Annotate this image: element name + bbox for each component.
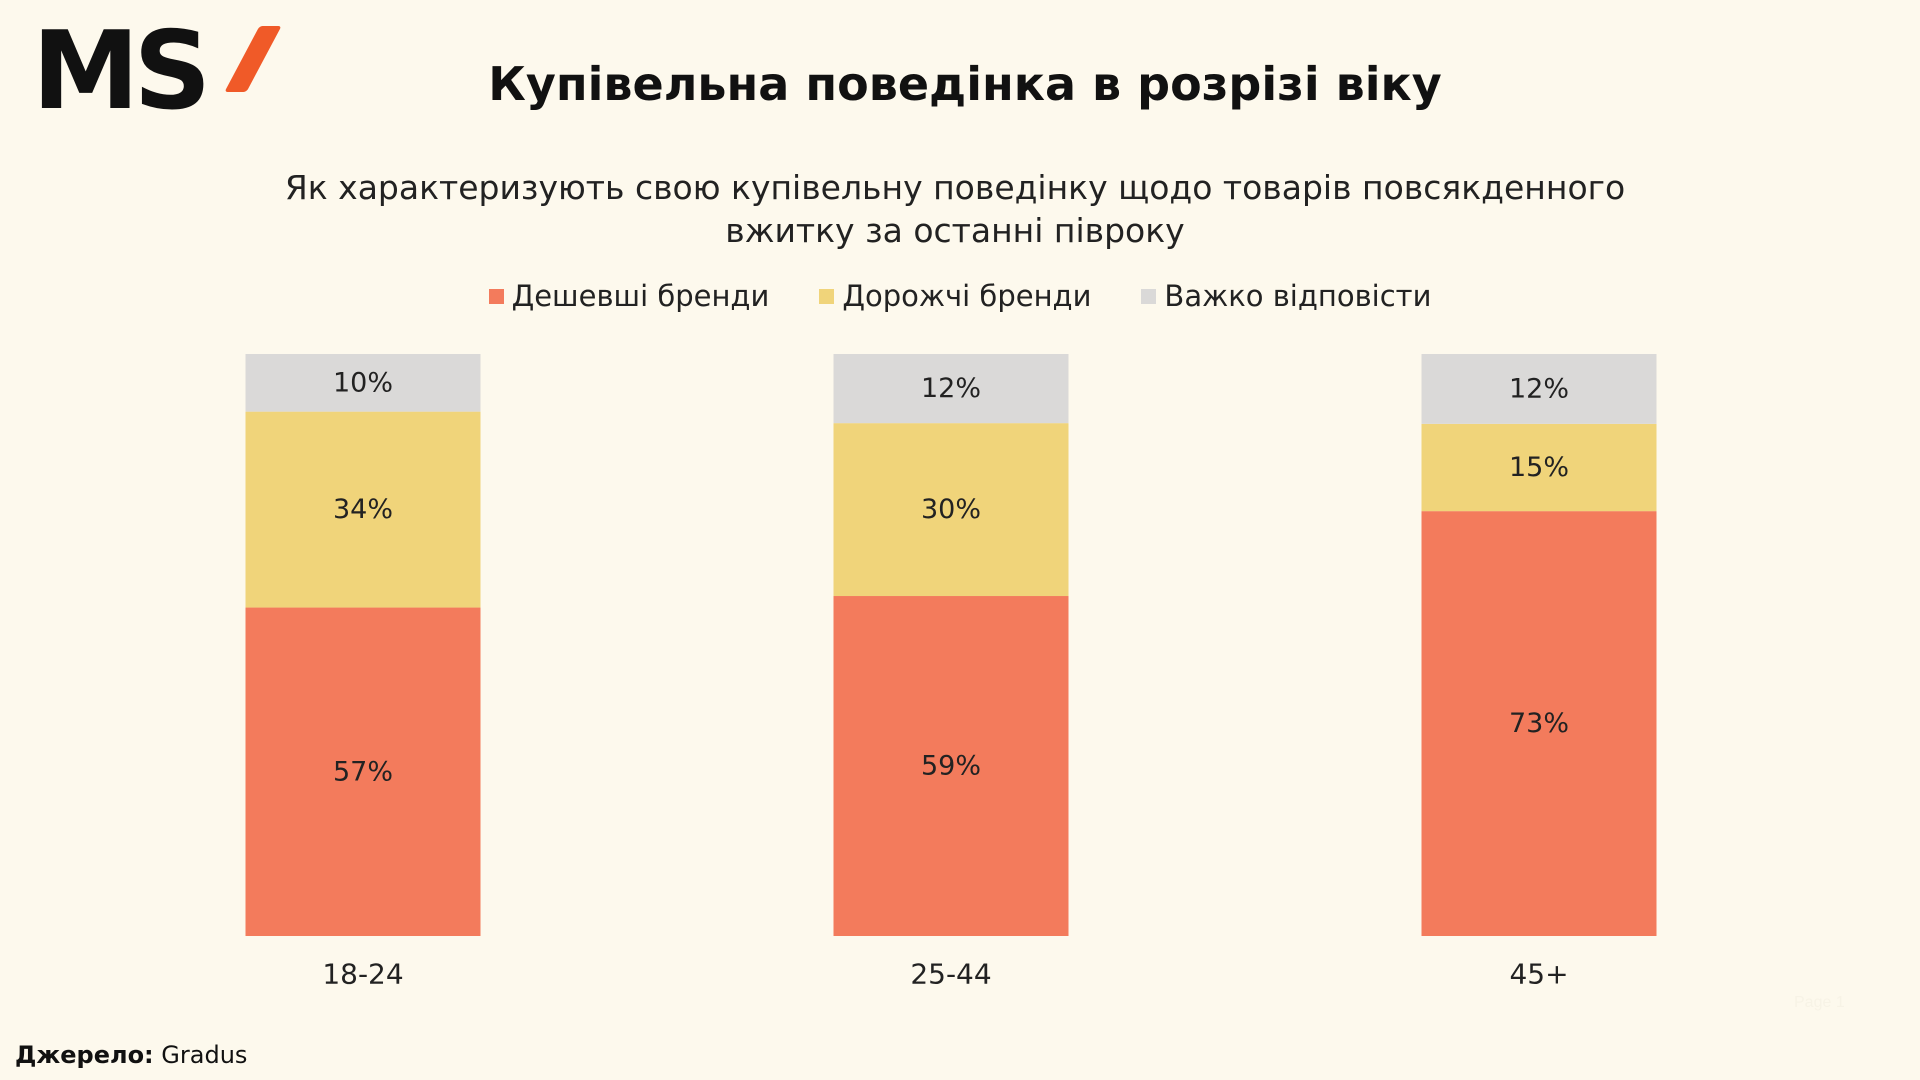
chart-legend: Дешевші бренди Дорожчі бренди Важко відп… xyxy=(0,276,1920,316)
legend-item-cheaper-brands: Дешевші бренди xyxy=(488,276,770,316)
legend-swatch-hard-to-answer xyxy=(1141,288,1157,304)
bar-segment-pricier-brands-18-24 xyxy=(245,411,481,608)
x-tick-label-18-24: 18-24 xyxy=(322,958,403,991)
legend-label-hard-to-answer: Важко відповісти xyxy=(1164,279,1432,313)
data-label-cheaper-brands-18-24: 57% xyxy=(333,756,393,787)
legend-label-cheaper-brands: Дешевші бренди xyxy=(511,279,770,313)
x-tick-label-45+: 45+ xyxy=(1509,958,1568,991)
bar-segment-cheaper-brands-45+ xyxy=(1421,511,1657,936)
page-number: Page 1 xyxy=(1794,994,1845,1011)
source-value: Gradus xyxy=(161,1041,248,1069)
data-label-pricier-brands-45+: 15% xyxy=(1509,452,1569,483)
data-label-pricier-brands-18-24: 34% xyxy=(333,494,393,525)
legend-swatch-pricier-brands xyxy=(819,288,835,304)
legend-item-hard-to-answer: Важко відповісти xyxy=(1141,276,1431,316)
bar-segment-cheaper-brands-18-24 xyxy=(245,607,481,936)
bar-segment-hard-to-answer-25-44 xyxy=(833,354,1069,424)
bar-segment-hard-to-answer-45+ xyxy=(1421,354,1657,424)
data-label-hard-to-answer-45+: 12% xyxy=(1509,373,1569,404)
legend-label-pricier-brands: Дорожчі бренди xyxy=(842,279,1092,313)
data-label-cheaper-brands-25-44: 59% xyxy=(921,751,981,782)
chart-subtitle: Як характеризують свою купівельну поведі… xyxy=(284,168,1626,250)
data-label-hard-to-answer-25-44: 12% xyxy=(921,373,981,404)
bar-segment-pricier-brands-45+ xyxy=(1421,423,1657,512)
x-tick-label-25-44: 25-44 xyxy=(910,958,991,991)
data-label-pricier-brands-25-44: 30% xyxy=(921,494,981,525)
source-label: Джерело: xyxy=(15,1041,154,1069)
brand-logo: MS xyxy=(32,9,282,134)
data-label-hard-to-answer-18-24: 10% xyxy=(333,367,393,398)
logo-text: MS xyxy=(32,9,211,134)
legend-item-pricier-brands: Дорожчі бренди xyxy=(819,276,1091,316)
data-label-cheaper-brands-45+: 73% xyxy=(1509,708,1569,739)
source-note: Джерело: Gradus xyxy=(15,1040,247,1070)
bar-segment-hard-to-answer-18-24 xyxy=(245,354,481,412)
legend-swatch-cheaper-brands xyxy=(488,288,504,304)
page-title: Купівельна поведінка в розрізі віку xyxy=(488,57,1442,111)
bar-segment-cheaper-brands-25-44 xyxy=(833,596,1069,936)
bar-segment-pricier-brands-25-44 xyxy=(833,423,1069,597)
